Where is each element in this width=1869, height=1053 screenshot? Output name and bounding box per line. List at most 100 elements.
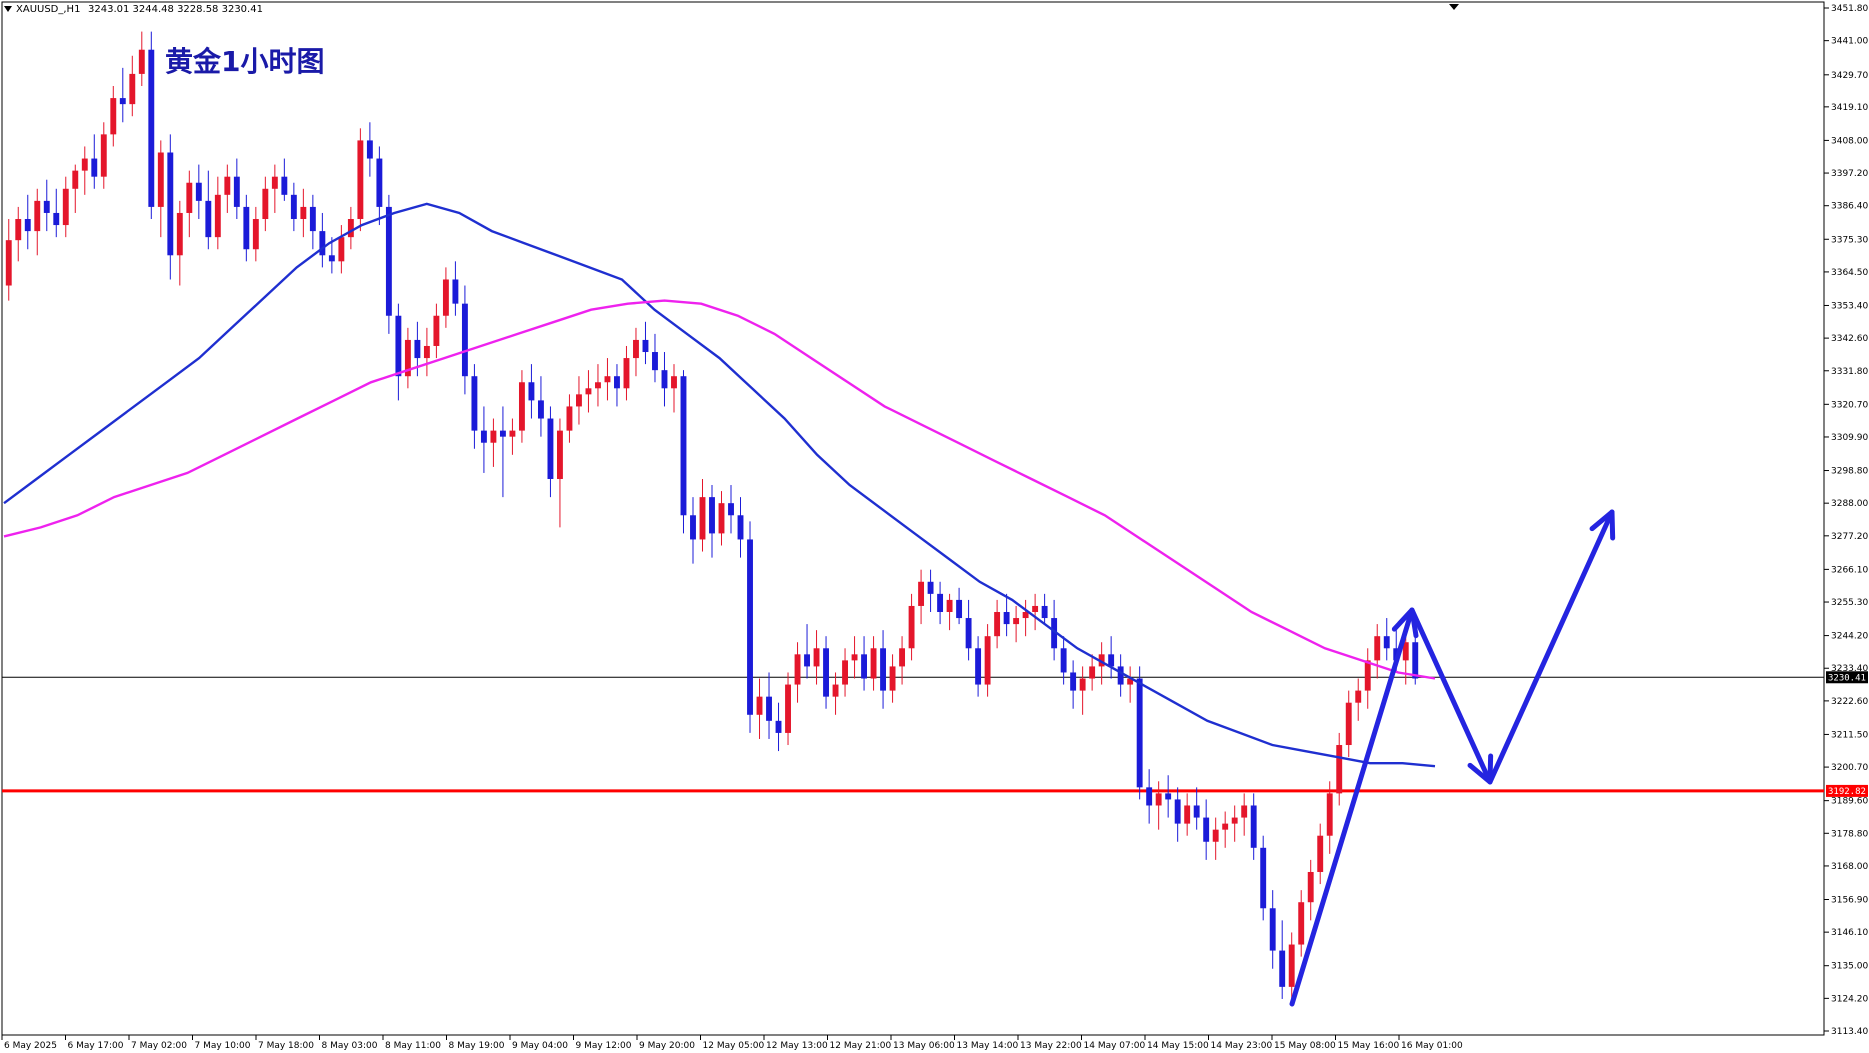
scroll-marker-icon[interactable] [1449,4,1459,10]
candle-body [62,188,69,226]
support-price-tag: 3192.82 [1826,784,1868,797]
candle-body [756,696,763,715]
candle [709,485,715,558]
y-tick-label: 3178.80 [1831,829,1868,839]
candle [290,182,297,232]
candle [585,370,592,413]
candle [91,134,98,189]
candle-body [899,648,906,667]
y-tick-label: 3441.00 [1831,37,1868,47]
candle-body [366,140,373,159]
y-tick-label: 3309.90 [1831,433,1868,443]
arrow-head-icon [1589,509,1616,541]
candle [1355,678,1362,721]
candle [176,200,183,286]
candle [224,164,231,213]
candle-body [937,593,944,613]
y-tick-label: 3397.20 [1831,169,1868,179]
candle [1041,593,1048,625]
candle [357,128,364,232]
y-tick-label: 3189.60 [1831,797,1868,807]
candle [1307,859,1314,921]
y-tick-label: 3408.00 [1831,136,1868,146]
x-tick-label: 7 May 02:00 [131,1041,187,1051]
candle [233,158,240,220]
candle [1326,781,1333,854]
candle-body [309,206,316,232]
candle-body [290,194,297,220]
x-tick-label: 8 May 03:00 [322,1041,378,1051]
candle [528,364,535,419]
candle-body [956,599,963,619]
candle [319,212,326,268]
candle-body [433,315,440,346]
y-tick-label: 3222.60 [1831,697,1868,707]
candle [832,672,839,715]
candle-body [1412,642,1419,679]
candle [1070,660,1077,709]
candle-body [1402,642,1409,661]
candle [186,170,193,238]
x-tick-label: 13 May 22:00 [1020,1041,1082,1051]
candle-body [176,212,183,256]
candle-body [1032,605,1039,613]
candle-body [870,648,877,679]
candle [15,206,22,262]
candle-body [595,382,601,389]
candle [1060,636,1067,685]
candle-body [747,539,753,715]
candle-body [490,430,497,443]
candle-body [1136,678,1143,788]
x-tick-label: 13 May 14:00 [957,1041,1019,1051]
candle-body [72,170,79,189]
x-tick-label: 12 May 05:00 [703,1041,765,1051]
candle-body [1098,654,1105,667]
candle [965,599,972,661]
candle-body [1317,835,1324,872]
candle-body [43,200,50,213]
y-tick-label: 3135.00 [1831,962,1868,972]
forecast-path [1289,509,1615,1007]
candle [671,364,677,413]
candle [1079,666,1086,715]
candle-body [129,73,136,105]
candle [300,188,307,238]
candle [1117,654,1124,697]
x-tick-label: 16 May 01:00 [1401,1041,1463,1051]
candle [918,569,925,625]
candle-body [642,339,649,353]
candle-body [53,212,60,226]
candle-body [547,418,554,479]
candle-body [1298,902,1305,945]
candle [461,285,468,395]
candle-body [1241,805,1248,818]
candle [851,636,858,679]
candle [490,418,497,467]
y-tick-label: 3124.20 [1831,994,1868,1004]
candle-body [34,200,41,232]
candle-body [1060,648,1067,673]
svg-text:3192.82: 3192.82 [1828,787,1866,797]
candle-body [1279,950,1286,987]
candle [547,406,554,498]
candle [1241,793,1248,836]
candle-body [1165,793,1172,800]
candle-body [376,158,383,207]
candle-body [585,388,592,395]
candle-body [157,152,164,207]
candle [1089,654,1096,691]
candle-body [1222,823,1229,830]
y-tick-label: 3266.10 [1831,565,1868,575]
candle-body [994,612,1001,637]
candle [366,122,373,177]
candle [842,648,848,697]
header-symbol: XAUUSD_,H1 [16,4,80,15]
candle [1222,811,1229,848]
candle [518,370,525,443]
candle-body [423,345,430,359]
candle [956,587,963,625]
x-tick-label: 9 May 04:00 [512,1041,568,1051]
x-tick-label: 7 May 10:00 [195,1041,251,1051]
candle [595,364,601,407]
y-tick-label: 3168.00 [1831,862,1868,872]
